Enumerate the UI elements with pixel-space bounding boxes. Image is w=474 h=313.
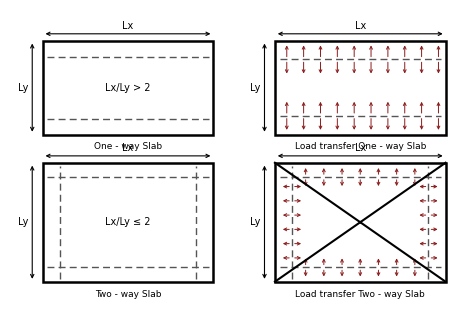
Text: One - way Slab: One - way Slab bbox=[94, 142, 162, 151]
Text: Two - way Slab: Two - way Slab bbox=[95, 290, 161, 299]
Text: Lx: Lx bbox=[122, 143, 134, 153]
Bar bbox=[43, 41, 213, 135]
Bar bbox=[275, 163, 446, 282]
Text: Load transfer Two - way Slab: Load transfer Two - way Slab bbox=[295, 290, 425, 299]
Text: Lx: Lx bbox=[122, 21, 134, 31]
Text: Lx/Ly > 2: Lx/Ly > 2 bbox=[105, 83, 151, 93]
Text: Load transfer One - way Slab: Load transfer One - way Slab bbox=[294, 142, 426, 151]
Text: Ly: Ly bbox=[18, 217, 28, 227]
Text: Ly: Ly bbox=[18, 83, 28, 93]
Text: Lx: Lx bbox=[355, 143, 366, 153]
Text: Lx: Lx bbox=[355, 21, 366, 31]
Bar bbox=[43, 163, 213, 282]
Text: Ly: Ly bbox=[250, 217, 261, 227]
Bar bbox=[275, 41, 446, 135]
Text: Ly: Ly bbox=[250, 83, 261, 93]
Text: Lx/Ly ≤ 2: Lx/Ly ≤ 2 bbox=[105, 217, 151, 227]
